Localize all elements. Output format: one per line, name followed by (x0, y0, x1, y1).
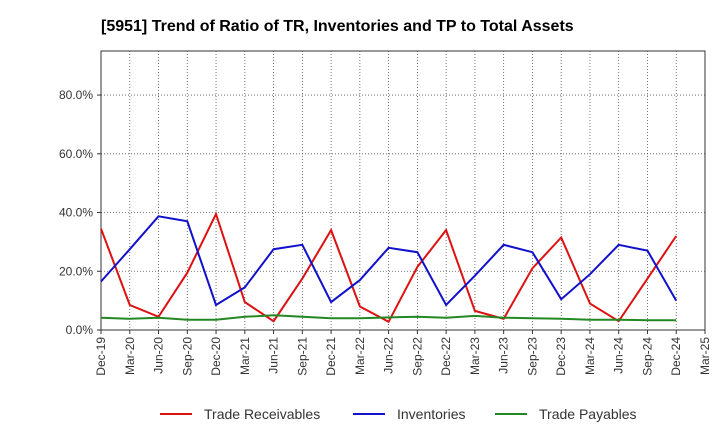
x-tick-label: Dec-24 (669, 337, 683, 376)
x-tick-label: Mar-24 (583, 337, 597, 375)
x-tick-label: Mar-25 (698, 337, 712, 375)
series-line-trade-payables (100, 314, 677, 322)
legend-label-inventories: Inventories (397, 406, 465, 422)
y-tick-label: 0.0% (66, 323, 94, 337)
x-tick-label: Sep-24 (640, 337, 654, 376)
x-tick-label: Jun-24 (612, 337, 626, 374)
series-line-inventories (100, 215, 678, 307)
x-tick-label: Sep-21 (295, 337, 309, 376)
y-tick-label: 80.0% (59, 88, 93, 102)
plot-area: 0.0% 20.0% 40.0% 60.0% 80.0% Dec-19 Mar-20 Jun-… (59, 50, 712, 376)
x-tick-label: Mar-23 (468, 337, 482, 375)
x-tick-label: Dec-20 (209, 337, 223, 376)
x-tick-label: Sep-23 (525, 337, 539, 376)
x-tick-label: Sep-20 (180, 337, 194, 376)
chart-title: [5951] Trend of Ratio of TR, Inventories… (101, 18, 574, 35)
x-tick-label: Sep-22 (410, 337, 424, 376)
x-tick-label: Dec-23 (554, 337, 568, 376)
x-tick-label: Dec-21 (324, 337, 338, 376)
x-tick-label: Jun-21 (267, 337, 281, 374)
x-tick-label: Mar-22 (353, 337, 367, 375)
legend: Trade Receivables Inventories Trade Payabl… (160, 406, 637, 422)
y-tick-label: 20.0% (59, 264, 93, 278)
plot-frame (100, 50, 706, 331)
x-tick-label: Jun-22 (382, 337, 396, 374)
x-tick-label: Dec-19 (94, 337, 108, 376)
y-tick-label: 60.0% (59, 147, 93, 161)
legend-label-trade-payables: Trade Payables (539, 406, 637, 422)
x-tick-label: Mar-21 (238, 337, 252, 375)
legend-label-trade-receivables: Trade Receivables (204, 406, 320, 422)
x-tick-label: Jun-23 (497, 337, 511, 374)
x-tick-label: Jun-20 (152, 337, 166, 374)
x-tick-label: Dec-22 (439, 337, 453, 376)
y-tick-label: 40.0% (59, 206, 93, 220)
x-tick-label: Mar-20 (123, 337, 137, 375)
